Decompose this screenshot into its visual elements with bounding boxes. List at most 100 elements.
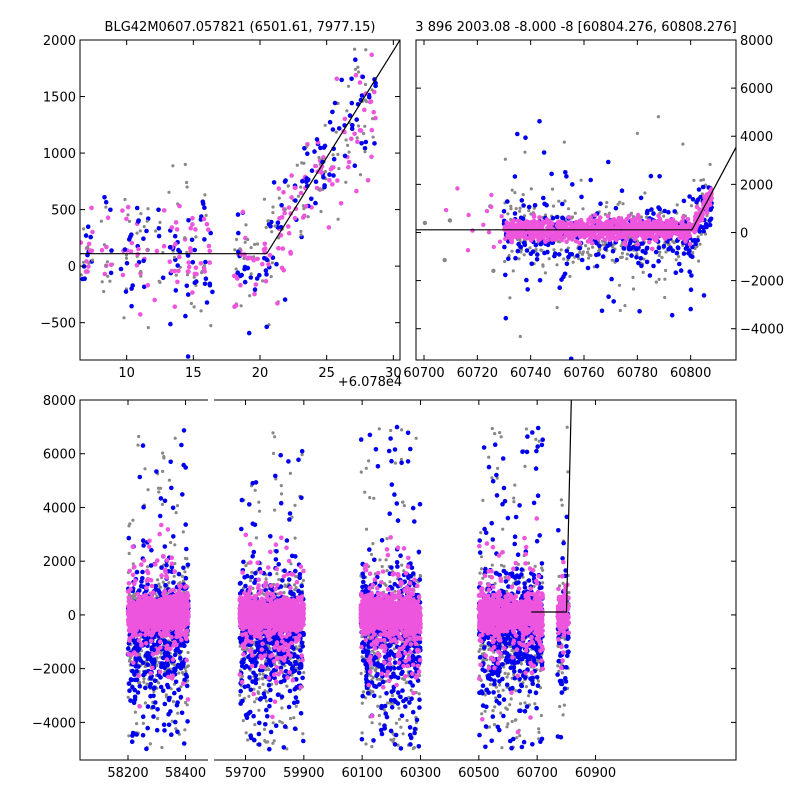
data-point <box>271 211 275 215</box>
data-point <box>397 717 401 721</box>
data-point <box>508 703 512 707</box>
data-point <box>251 257 256 263</box>
y-tick-label: 0 <box>740 226 748 241</box>
data-point <box>695 197 701 202</box>
data-point <box>190 215 195 221</box>
data-point <box>293 503 297 507</box>
data-point <box>185 273 190 277</box>
data-point <box>292 215 298 221</box>
data-point <box>660 255 664 260</box>
data-point <box>696 235 700 239</box>
data-point <box>185 269 191 274</box>
data-point <box>153 700 158 705</box>
data-point <box>275 572 279 576</box>
data-point <box>602 237 608 242</box>
data-point <box>90 229 95 235</box>
data-point <box>209 324 213 328</box>
data-point <box>363 490 367 494</box>
data-point <box>537 439 541 443</box>
data-point <box>185 253 191 258</box>
data-point <box>157 681 161 685</box>
data-point <box>199 309 203 313</box>
data-point <box>528 251 534 256</box>
data-point <box>140 443 146 448</box>
data-point <box>564 248 570 254</box>
data-point <box>385 537 389 541</box>
data-point <box>168 709 173 714</box>
data-point <box>353 57 358 62</box>
data-point <box>570 182 575 187</box>
data-point <box>269 219 274 225</box>
data-point <box>701 225 706 230</box>
data-point <box>525 287 530 292</box>
data-point <box>302 146 307 151</box>
data-point <box>161 451 165 455</box>
data-point <box>496 689 500 693</box>
data-point <box>158 585 162 589</box>
data-point <box>371 675 375 680</box>
data-point <box>156 226 162 231</box>
data-point <box>378 677 382 682</box>
data-point <box>527 221 532 227</box>
data-point <box>624 216 630 222</box>
ticks-top-right: 60700 60720 60740 60760 60780 60800−4000−2000… <box>403 34 784 381</box>
data-point <box>529 261 534 267</box>
model-line <box>416 147 736 231</box>
data-point <box>698 215 703 221</box>
data-point <box>694 211 699 217</box>
data-point <box>479 531 483 535</box>
data-point <box>336 101 340 105</box>
data-point <box>689 273 694 278</box>
data-point <box>470 228 475 233</box>
data-point <box>654 224 659 229</box>
data-point <box>264 577 268 581</box>
data-point <box>276 186 282 191</box>
data-point <box>106 274 110 278</box>
data-point <box>368 496 372 500</box>
data-point <box>528 238 534 243</box>
data-point <box>490 563 494 567</box>
data-point <box>327 119 333 125</box>
data-point <box>271 205 275 209</box>
data-point <box>141 258 146 264</box>
data-point <box>401 500 405 504</box>
data-point <box>507 253 511 258</box>
data-point <box>639 215 644 219</box>
data-point <box>173 288 179 293</box>
data-point <box>586 250 590 254</box>
data-point <box>278 500 284 506</box>
data-point <box>545 225 550 231</box>
data-point <box>190 260 196 265</box>
data-point <box>103 199 109 205</box>
data-point <box>148 693 153 699</box>
data-point <box>136 218 141 223</box>
data-point <box>634 254 639 260</box>
data-point <box>160 502 164 506</box>
data-point <box>132 677 138 683</box>
data-point <box>537 737 541 741</box>
data-point <box>707 222 713 228</box>
data-point <box>129 303 134 309</box>
data-point <box>100 280 104 284</box>
data-point <box>443 207 449 213</box>
data-point <box>376 704 380 708</box>
data-point <box>589 253 593 258</box>
data-point <box>129 739 135 744</box>
data-point <box>335 178 340 183</box>
data-point <box>142 677 146 681</box>
data-point <box>169 225 175 230</box>
axes-frame-top-left <box>79 39 401 361</box>
data-point <box>138 312 143 317</box>
data-point <box>157 582 161 586</box>
data-point <box>523 150 527 154</box>
data-point <box>503 259 507 264</box>
data-point <box>290 673 294 677</box>
data-point <box>523 464 527 468</box>
data-point <box>557 669 561 673</box>
data-point <box>303 204 309 209</box>
data-point <box>621 202 625 206</box>
data-point <box>510 234 516 239</box>
data-point <box>282 297 288 302</box>
data-point <box>286 224 291 229</box>
